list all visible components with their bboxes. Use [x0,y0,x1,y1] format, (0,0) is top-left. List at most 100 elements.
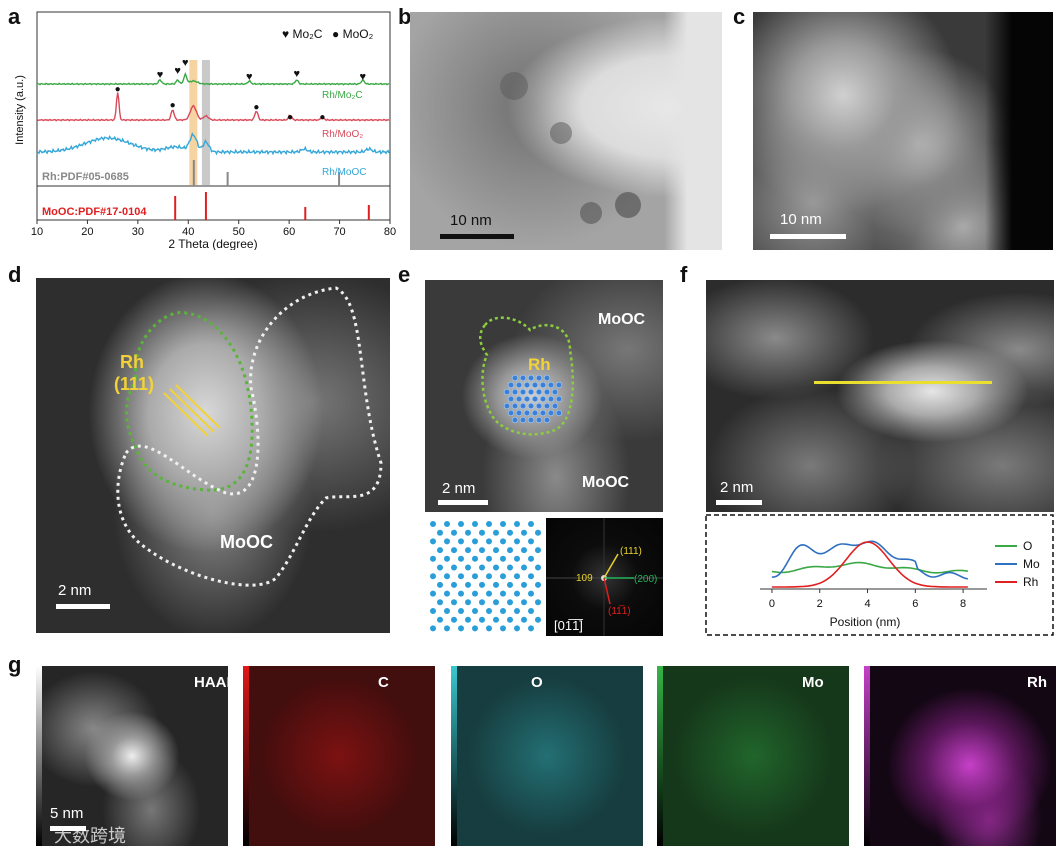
panel-letter-g: g [8,652,22,677]
lattice-atom [521,599,527,606]
mo2c-peak-marker: ♥ [360,71,367,83]
profile-x-tick-label: 6 [912,598,918,610]
intensity-scale-bar [657,666,663,846]
haadf-image-e [425,280,663,512]
lattice-atom [444,521,450,527]
element-map-label: Mo [802,674,824,691]
rh-atom [511,416,519,424]
rh-atom [543,374,551,382]
lattice-atom [451,529,457,536]
rh-atom [507,409,515,417]
rh-atom [543,416,551,424]
lattice-atom [535,547,541,554]
lattice-atom [535,616,541,623]
rh-atom [555,409,563,417]
lattice-atom [451,616,457,623]
lattice-atom [472,590,478,597]
mo2c-peak-marker: ♥ [246,71,253,83]
moo2-peak-marker: ● [170,100,176,111]
lattice-atom [514,573,520,580]
lattice-atom [500,555,506,562]
lattice-atom [479,599,485,606]
rh-atom [511,388,519,396]
element-map-rh: Rh [864,666,1056,846]
lattice-atom [493,616,499,623]
rh-atom [527,374,535,382]
lattice-atom [500,608,506,614]
rh-atom [539,395,547,403]
rh-atom [507,381,515,389]
ref-label-rh: Rh:PDF#05-0685 [42,171,129,183]
x-tick-label: 70 [333,226,345,238]
rh-atom [539,381,547,389]
scale-bar-d [56,604,110,609]
lattice-atom [437,529,443,536]
element-map-label: O [531,674,543,691]
fft-label-111: (111) [620,546,642,557]
xrd-series-0 [36,71,390,86]
rh-atom [515,395,523,403]
panel-letter-b: b [398,4,412,29]
lattice-atom [521,581,527,588]
rh-atom [511,374,519,382]
lattice-atom [430,538,436,545]
x-tick-label: 30 [132,226,144,238]
mo2c-peak-marker: ♥ [293,68,300,80]
lattice-atom [486,590,492,597]
lattice-atom [500,538,506,545]
lattice-atom [437,564,443,571]
watermark: 大数跨境 [54,826,126,847]
profile-legend-label: Rh [1023,575,1038,589]
profile-x-tick-label: 4 [864,598,870,610]
lattice-atom [465,599,471,606]
lattice-atom [528,573,534,580]
scale-bar-b [440,234,514,239]
rh-atom [503,402,511,410]
lattice-atom [535,599,541,606]
lattice-atom [500,625,506,632]
fft-label-angle: 109 [576,573,593,584]
lattice-atom [472,573,478,580]
lattice-atom [479,581,485,588]
lattice-atom [514,608,520,614]
lattice-atom [437,581,443,588]
lattice-atom [458,521,464,527]
label-rh-e: Rh [528,355,551,374]
rh-atom [543,402,551,410]
intensity-scale-bar [451,666,457,846]
profile-x-label: Position (nm) [830,615,901,629]
lattice-atom [465,581,471,588]
moo2-peak-marker: ● [287,112,293,123]
fft-label-111bar: (11̅1) [608,605,631,617]
rh-atom [527,388,535,396]
lattice-atom [458,590,464,597]
rh-atom [519,388,527,396]
rh-atom [519,374,527,382]
lattice-atom [465,547,471,554]
ref-label-mooc: MoOC:PDF#17-0104 [42,206,147,218]
lattice-atom [444,608,450,614]
scale-text-g: 5 nm [50,805,84,822]
lattice-atom [507,599,513,606]
lattice-atom [472,521,478,527]
haadf-image-f [706,280,1054,512]
lattice-atom [514,521,520,527]
lattice-atom [451,599,457,606]
highlight-band-1 [201,60,210,185]
profile-series-1 [771,540,969,580]
rh-atom [515,381,523,389]
lattice-atom [535,581,541,588]
lattice-atom [500,573,506,580]
profile-legend-label: Mo [1023,557,1040,571]
scale-text-c: 10 nm [780,211,822,228]
haadf-image-c [753,12,1053,250]
lattice-atom [444,555,450,562]
rh-atom [523,381,531,389]
lattice-atom [528,625,534,632]
panel-letter-d: d [8,262,22,287]
lattice-atom [465,564,471,571]
fft-label-200: (200) [634,574,657,585]
outline-overlay-d [116,286,383,587]
x-tick-label: 50 [233,226,245,238]
element-map-label: C [378,674,389,691]
